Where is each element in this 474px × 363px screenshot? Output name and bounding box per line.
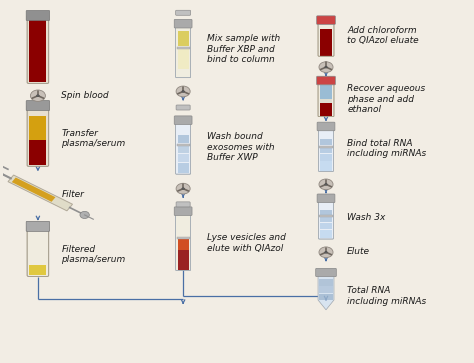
Bar (177, 48, 189, 69)
FancyBboxPatch shape (174, 116, 192, 125)
Circle shape (319, 179, 333, 190)
FancyBboxPatch shape (317, 122, 335, 131)
Bar (320, 103, 332, 116)
Circle shape (325, 183, 327, 185)
Polygon shape (318, 300, 334, 310)
Bar (319, 294, 333, 300)
FancyBboxPatch shape (176, 10, 191, 15)
FancyBboxPatch shape (176, 208, 191, 270)
Bar (320, 29, 332, 56)
Text: Mix sample with
Buffer XBP and
bind to column: Mix sample with Buffer XBP and bind to c… (207, 34, 280, 64)
FancyBboxPatch shape (176, 117, 191, 174)
Bar (177, 163, 189, 174)
Circle shape (182, 188, 184, 189)
Bar (320, 147, 332, 153)
Text: Add chloroform
to QIAzol eluate: Add chloroform to QIAzol eluate (347, 26, 419, 45)
Bar (318, 270, 334, 300)
FancyBboxPatch shape (176, 105, 190, 110)
Bar (320, 216, 332, 222)
Bar (320, 139, 332, 145)
Bar (177, 47, 190, 49)
Bar (177, 144, 190, 146)
Circle shape (325, 251, 327, 253)
FancyBboxPatch shape (317, 194, 335, 203)
Text: Total RNA
including miRNAs: Total RNA including miRNAs (347, 286, 426, 306)
FancyBboxPatch shape (317, 76, 336, 85)
Bar (29, 140, 46, 165)
Circle shape (176, 183, 190, 194)
Text: Elute: Elute (347, 248, 370, 256)
Bar (320, 223, 332, 229)
Circle shape (176, 86, 190, 97)
Circle shape (36, 95, 39, 97)
Circle shape (325, 66, 327, 68)
FancyBboxPatch shape (26, 101, 50, 111)
Bar (29, 265, 46, 275)
Polygon shape (12, 178, 55, 202)
Bar (177, 250, 189, 270)
Circle shape (319, 247, 333, 258)
FancyBboxPatch shape (26, 221, 50, 231)
Circle shape (30, 90, 46, 101)
Bar (177, 144, 189, 153)
FancyBboxPatch shape (176, 202, 190, 207)
FancyBboxPatch shape (27, 15, 49, 83)
Polygon shape (8, 175, 73, 211)
FancyBboxPatch shape (176, 21, 191, 78)
Text: Filtered
plasma/serum: Filtered plasma/serum (61, 245, 126, 265)
Bar (320, 85, 332, 99)
Text: Wash bound
exosomes with
Buffer XWP: Wash bound exosomes with Buffer XWP (207, 132, 274, 162)
Bar (177, 154, 189, 162)
Bar (177, 31, 189, 46)
Bar (177, 237, 190, 239)
Bar (320, 210, 332, 215)
FancyBboxPatch shape (27, 105, 49, 166)
Bar (319, 215, 333, 217)
FancyBboxPatch shape (316, 268, 337, 277)
FancyBboxPatch shape (174, 19, 192, 28)
Text: Bind total RNA
including miRNAs: Bind total RNA including miRNAs (347, 139, 426, 158)
Bar (320, 99, 332, 103)
Bar (319, 286, 333, 293)
Text: Spin blood: Spin blood (61, 91, 109, 100)
Bar (177, 240, 189, 250)
Circle shape (182, 90, 184, 93)
Text: Wash 3x: Wash 3x (347, 213, 385, 222)
FancyBboxPatch shape (318, 79, 334, 117)
FancyBboxPatch shape (319, 195, 334, 239)
Bar (319, 146, 333, 148)
FancyBboxPatch shape (319, 123, 334, 171)
Circle shape (80, 211, 89, 219)
FancyBboxPatch shape (26, 11, 50, 20)
Bar (319, 280, 333, 286)
Bar (177, 135, 189, 143)
FancyBboxPatch shape (318, 19, 334, 56)
FancyBboxPatch shape (174, 207, 192, 216)
Bar (320, 162, 332, 171)
Text: Recover aqueous
phase and add
ethanol: Recover aqueous phase and add ethanol (347, 84, 425, 114)
Bar (29, 18, 46, 82)
Circle shape (319, 62, 333, 73)
Bar (29, 116, 46, 140)
Text: Lyse vesicles and
elute with QIAzol: Lyse vesicles and elute with QIAzol (207, 233, 285, 253)
FancyBboxPatch shape (317, 16, 336, 24)
FancyBboxPatch shape (27, 226, 49, 276)
Text: Filter: Filter (61, 189, 84, 199)
Text: Transfer
plasma/serum: Transfer plasma/serum (61, 129, 126, 148)
Bar (320, 154, 332, 160)
Bar (320, 230, 332, 238)
